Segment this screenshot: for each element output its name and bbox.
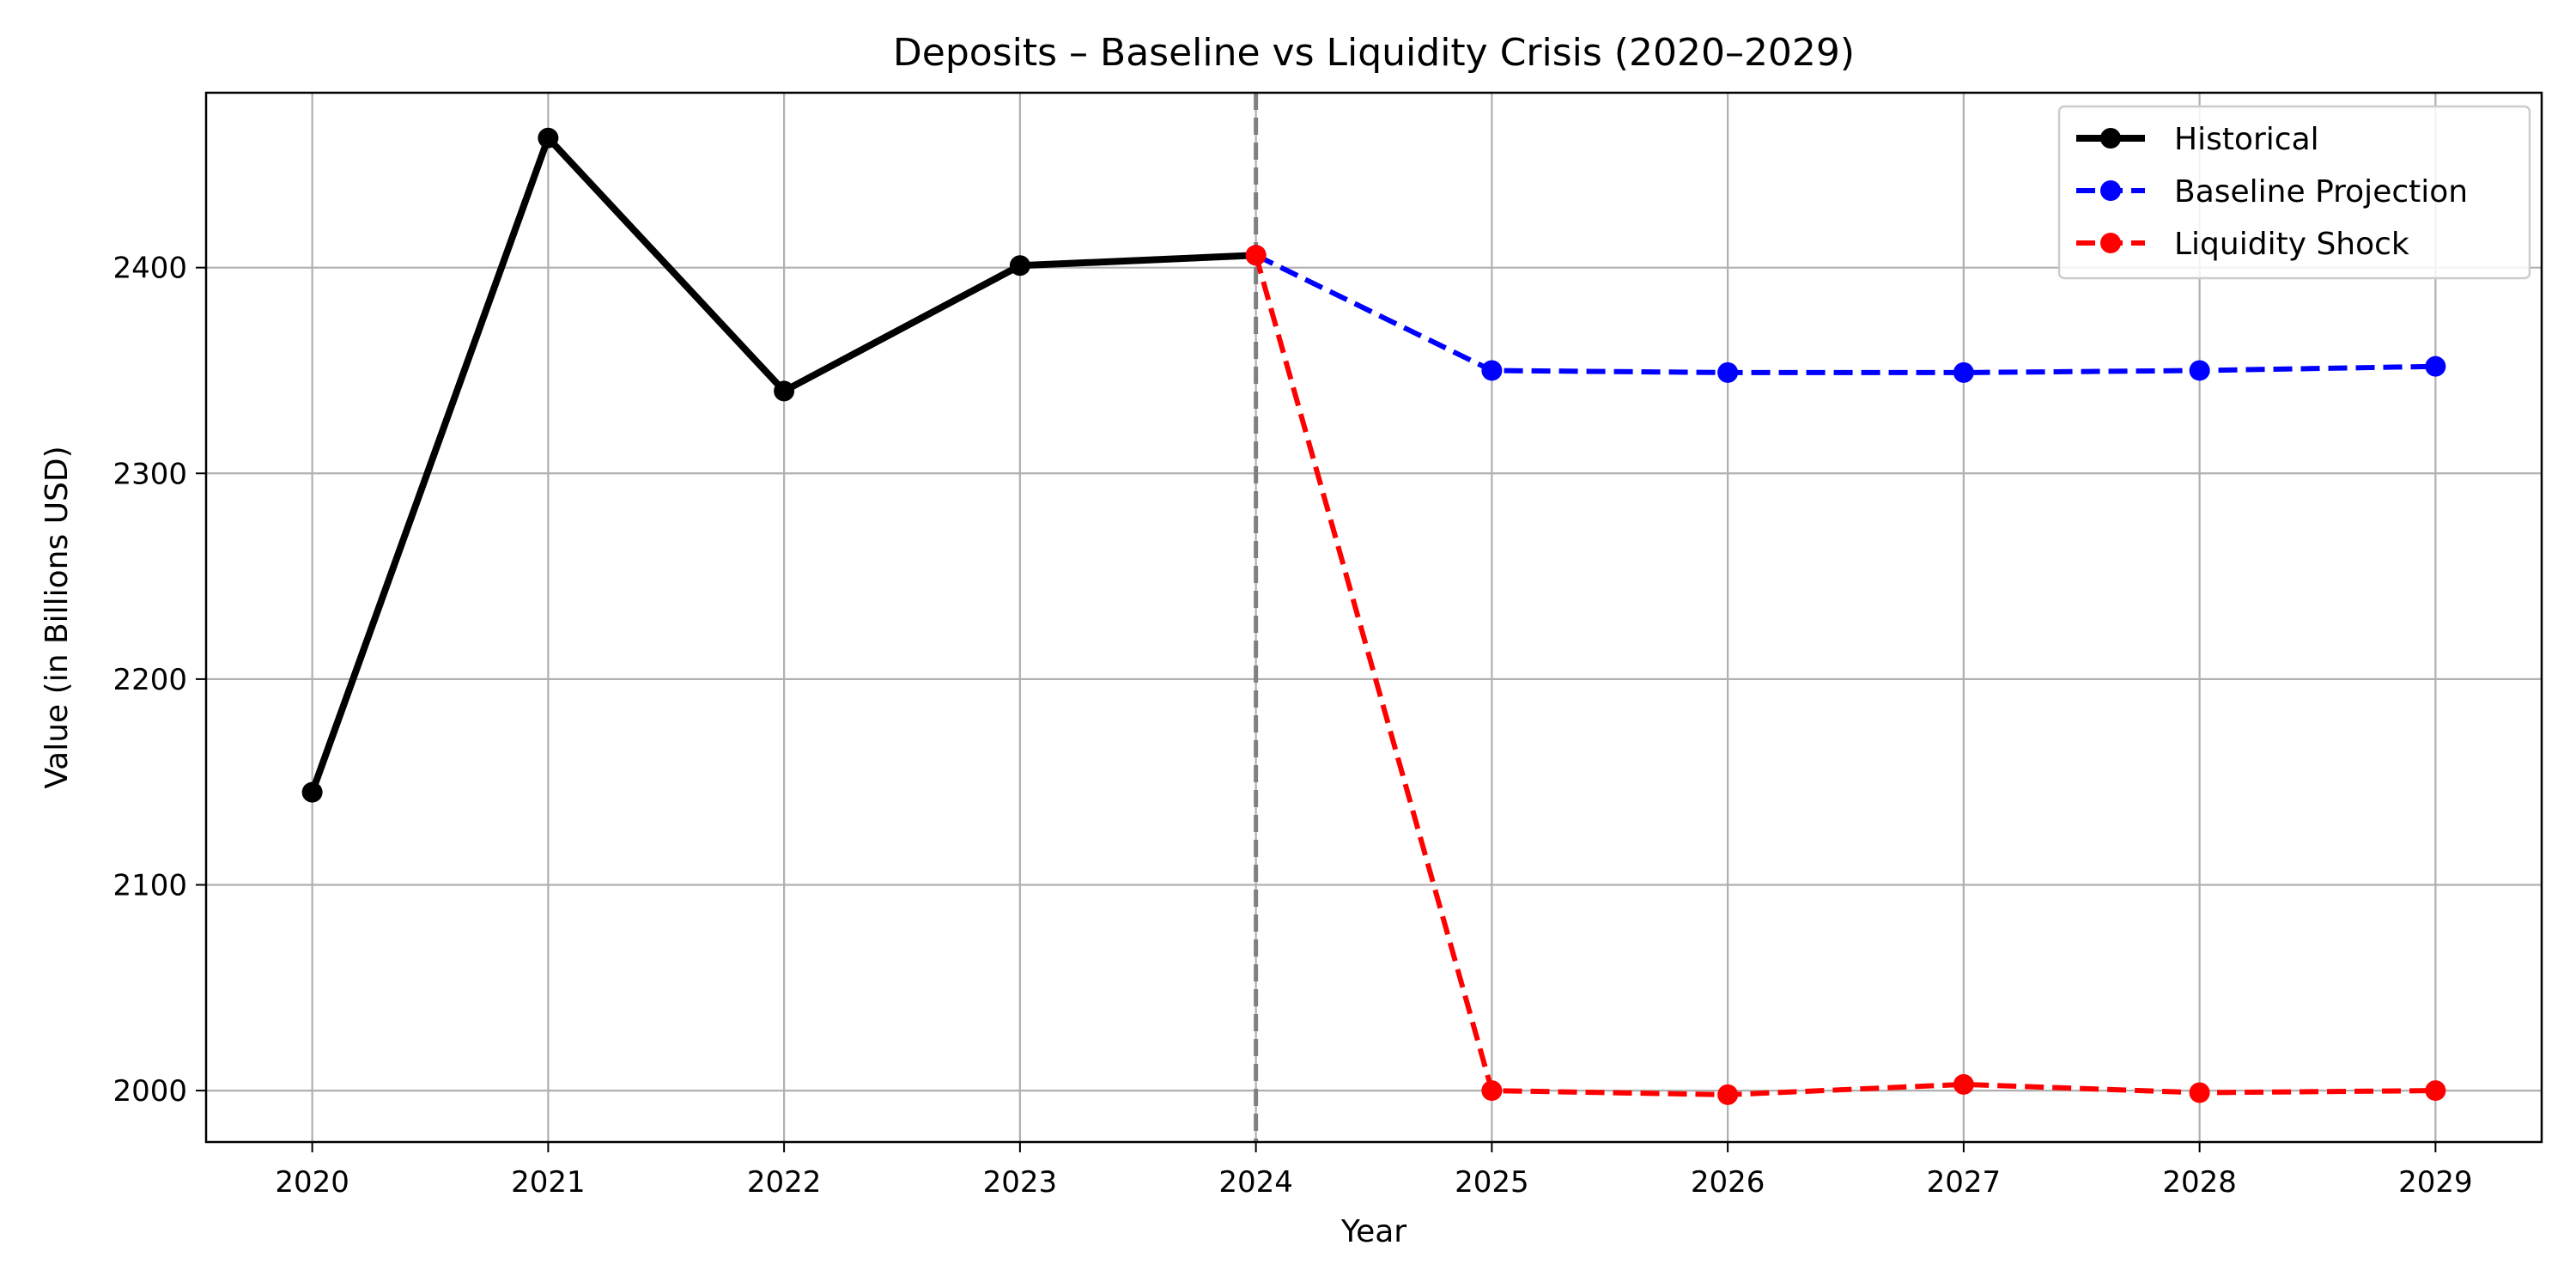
series-line <box>1255 252 2436 375</box>
x-axis-label: Year <box>1340 1214 1406 1249</box>
data-point <box>538 127 559 149</box>
y-tick-label: 2000 <box>112 1074 187 1109</box>
data-point <box>1009 255 1030 276</box>
data-point <box>301 781 323 803</box>
y-tick-label: 2300 <box>112 457 187 491</box>
series-historical <box>301 127 1267 803</box>
x-tick-label: 2023 <box>983 1165 1058 1200</box>
legend: Historical Baseline Projection Liquidity S… <box>2057 105 2531 280</box>
x-tick-label: 2020 <box>275 1165 349 1200</box>
data-point <box>2425 355 2446 377</box>
legend-marker <box>2100 180 2121 201</box>
x-tick-label: 2027 <box>1927 1165 2002 1200</box>
y-axis-label: Value (in Billions USD) <box>39 446 75 788</box>
data-point <box>1717 1084 1739 1105</box>
y-tick-label: 2100 <box>112 868 187 902</box>
y-axis-ticks: 2000 2100 2200 2300 2400 <box>112 252 206 1109</box>
x-tick-label: 2024 <box>1218 1165 1293 1200</box>
y-tick-label: 2200 <box>112 663 187 697</box>
data-point <box>774 380 795 402</box>
legend-label: Historical <box>2174 122 2319 157</box>
legend-marker <box>2100 128 2121 149</box>
x-tick-label: 2028 <box>2162 1165 2237 1200</box>
x-tick-label: 2021 <box>511 1165 586 1200</box>
data-point <box>1481 360 1503 381</box>
x-tick-label: 2025 <box>1455 1165 1529 1200</box>
x-tick-label: 2022 <box>747 1165 822 1200</box>
legend-label: Baseline Projection <box>2174 174 2468 210</box>
data-point <box>2189 360 2210 381</box>
y-tick-label: 2400 <box>112 252 187 286</box>
data-point <box>1953 1073 1974 1095</box>
series-line <box>1253 254 2436 1097</box>
series-liquidity-shock <box>1245 245 2446 1105</box>
legend-label: Liquidity Shock <box>2174 227 2409 262</box>
data-point <box>1953 361 1974 383</box>
plot-frame <box>204 91 2543 1144</box>
data-point <box>2425 1080 2446 1102</box>
data-point <box>1481 1080 1503 1102</box>
x-tick-label: 2026 <box>1691 1165 1765 1200</box>
legend-marker <box>2100 233 2121 253</box>
data-series <box>301 127 2446 1105</box>
legend-box <box>2057 105 2531 280</box>
x-tick-label: 2029 <box>2398 1165 2473 1200</box>
chart-title: Deposits – Baseline vs Liquidity Crisis … <box>893 31 1855 75</box>
data-point <box>2189 1082 2210 1103</box>
x-axis-ticks: 2020 2021 2022 2023 2024 2025 2026 2027 2028 2029 <box>275 1142 2473 1200</box>
data-point <box>1245 245 1267 266</box>
data-point <box>1717 361 1739 383</box>
